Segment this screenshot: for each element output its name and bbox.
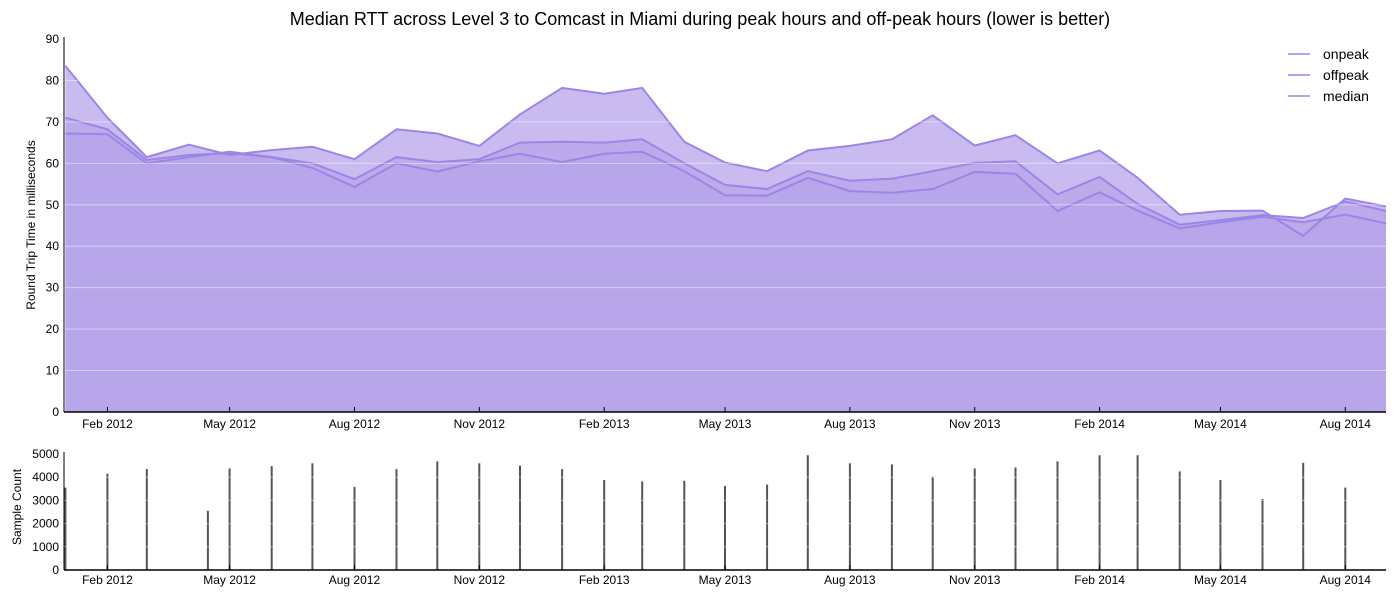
sample-bar: [973, 468, 976, 570]
sample-bar: [1178, 471, 1181, 570]
y-axis-label: Round Trip Time in milliseconds: [24, 140, 38, 309]
sample-bar: [1098, 455, 1101, 570]
sample-bar: [766, 484, 769, 570]
x-tick-label: Nov 2012: [454, 417, 506, 431]
count-y-tick-label: 0: [52, 563, 59, 577]
sample-bar: [848, 463, 851, 570]
sample-bar: [1136, 455, 1139, 570]
x-tick-label: Feb 2013: [579, 417, 630, 431]
x-tick-label: Feb 2014: [1074, 417, 1125, 431]
sample-bar: [1014, 467, 1017, 570]
count-y-tick-label: 2000: [32, 517, 59, 531]
count-x-tick-label: Aug 2014: [1320, 573, 1372, 587]
sample-count-panel: 0 1000 2000 3000 4000 5000 Feb 2012 May 2012 Aug…: [10, 447, 1386, 587]
line-median: [65, 132, 1387, 230]
y-tick-label: 20: [46, 322, 60, 336]
y-tick-label: 70: [46, 115, 60, 129]
count-x-tick-label: May 2012: [203, 573, 256, 587]
sample-bar: [206, 510, 209, 570]
sample-bar: [806, 455, 809, 570]
count-y-axis-label: Sample Count: [10, 468, 24, 545]
y-tick-label: 90: [46, 32, 60, 46]
y-tick-label: 0: [52, 405, 59, 419]
x-tick-label: Nov 2013: [949, 417, 1001, 431]
count-y-tick-label: 1000: [32, 540, 59, 554]
y-tick-label: 10: [46, 364, 60, 378]
rtt-area-panel: 0 10 20 30 40 50 60 70 80 90 Feb 2012 May 2012 Aug 2…: [24, 32, 1387, 431]
x-tick-label: May 2014: [1194, 417, 1247, 431]
sample-bar: [353, 486, 356, 570]
sample-bar: [561, 469, 564, 570]
line-onpeak: [64, 65, 1387, 238]
count-x-tick-label: May 2014: [1194, 573, 1247, 587]
legend: onpeak offpeak median: [1288, 46, 1370, 104]
x-tick-label: May 2012: [203, 417, 256, 431]
sample-bar: [64, 487, 67, 570]
legend-label-onpeak: onpeak: [1323, 46, 1370, 62]
sample-bar: [395, 469, 398, 570]
sample-bar: [1261, 499, 1264, 570]
x-tick-label: Feb 2012: [82, 417, 133, 431]
sample-bar: [890, 464, 893, 570]
sample-bar: [683, 480, 686, 570]
sample-bar: [641, 481, 644, 570]
sample-bar: [270, 466, 273, 570]
line-offpeak: [65, 116, 1387, 226]
sample-bar: [436, 461, 439, 570]
count-y-tick-label: 5000: [32, 447, 59, 461]
sample-bar: [228, 468, 231, 570]
y-tick-label: 80: [46, 73, 60, 87]
sample-bar: [519, 465, 521, 570]
sample-bar: [311, 463, 314, 570]
legend-label-median: median: [1323, 88, 1369, 104]
y-tick-label: 30: [46, 281, 60, 295]
sample-bar: [1344, 487, 1347, 570]
sample-bar: [1056, 461, 1059, 570]
legend-label-offpeak: offpeak: [1323, 67, 1370, 83]
sample-bar: [1302, 462, 1305, 570]
x-tick-label: Aug 2013: [824, 417, 876, 431]
count-x-tick-label: Nov 2013: [949, 573, 1001, 587]
y-tick-label: 50: [46, 198, 60, 212]
x-tick-label: May 2013: [699, 417, 752, 431]
count-x-tick-label: May 2013: [699, 573, 752, 587]
count-x-tick-label: Feb 2012: [82, 573, 133, 587]
sample-bar: [724, 486, 726, 570]
area-median: [65, 133, 1386, 412]
count-x-tick-label: Feb 2014: [1074, 573, 1125, 587]
sample-bar: [145, 469, 148, 570]
y-tick-label: 60: [46, 156, 60, 170]
count-y-tick-label: 4000: [32, 470, 59, 484]
x-tick-label: Aug 2014: [1320, 417, 1372, 431]
y-tick-label: 40: [46, 239, 60, 253]
count-x-tick-label: Aug 2013: [824, 573, 876, 587]
sample-bar: [1219, 480, 1222, 570]
chart-title: Median RTT across Level 3 to Comcast in …: [289, 9, 1111, 29]
count-x-tick-label: Aug 2012: [329, 573, 381, 587]
sample-bar: [478, 463, 481, 570]
count-x-tick-label: Feb 2013: [579, 573, 630, 587]
count-x-tick-label: Nov 2012: [454, 573, 506, 587]
x-tick-label: Aug 2012: [329, 417, 381, 431]
sample-bar: [106, 473, 109, 570]
count-y-tick-label: 3000: [32, 493, 59, 507]
sample-bar: [603, 480, 606, 570]
